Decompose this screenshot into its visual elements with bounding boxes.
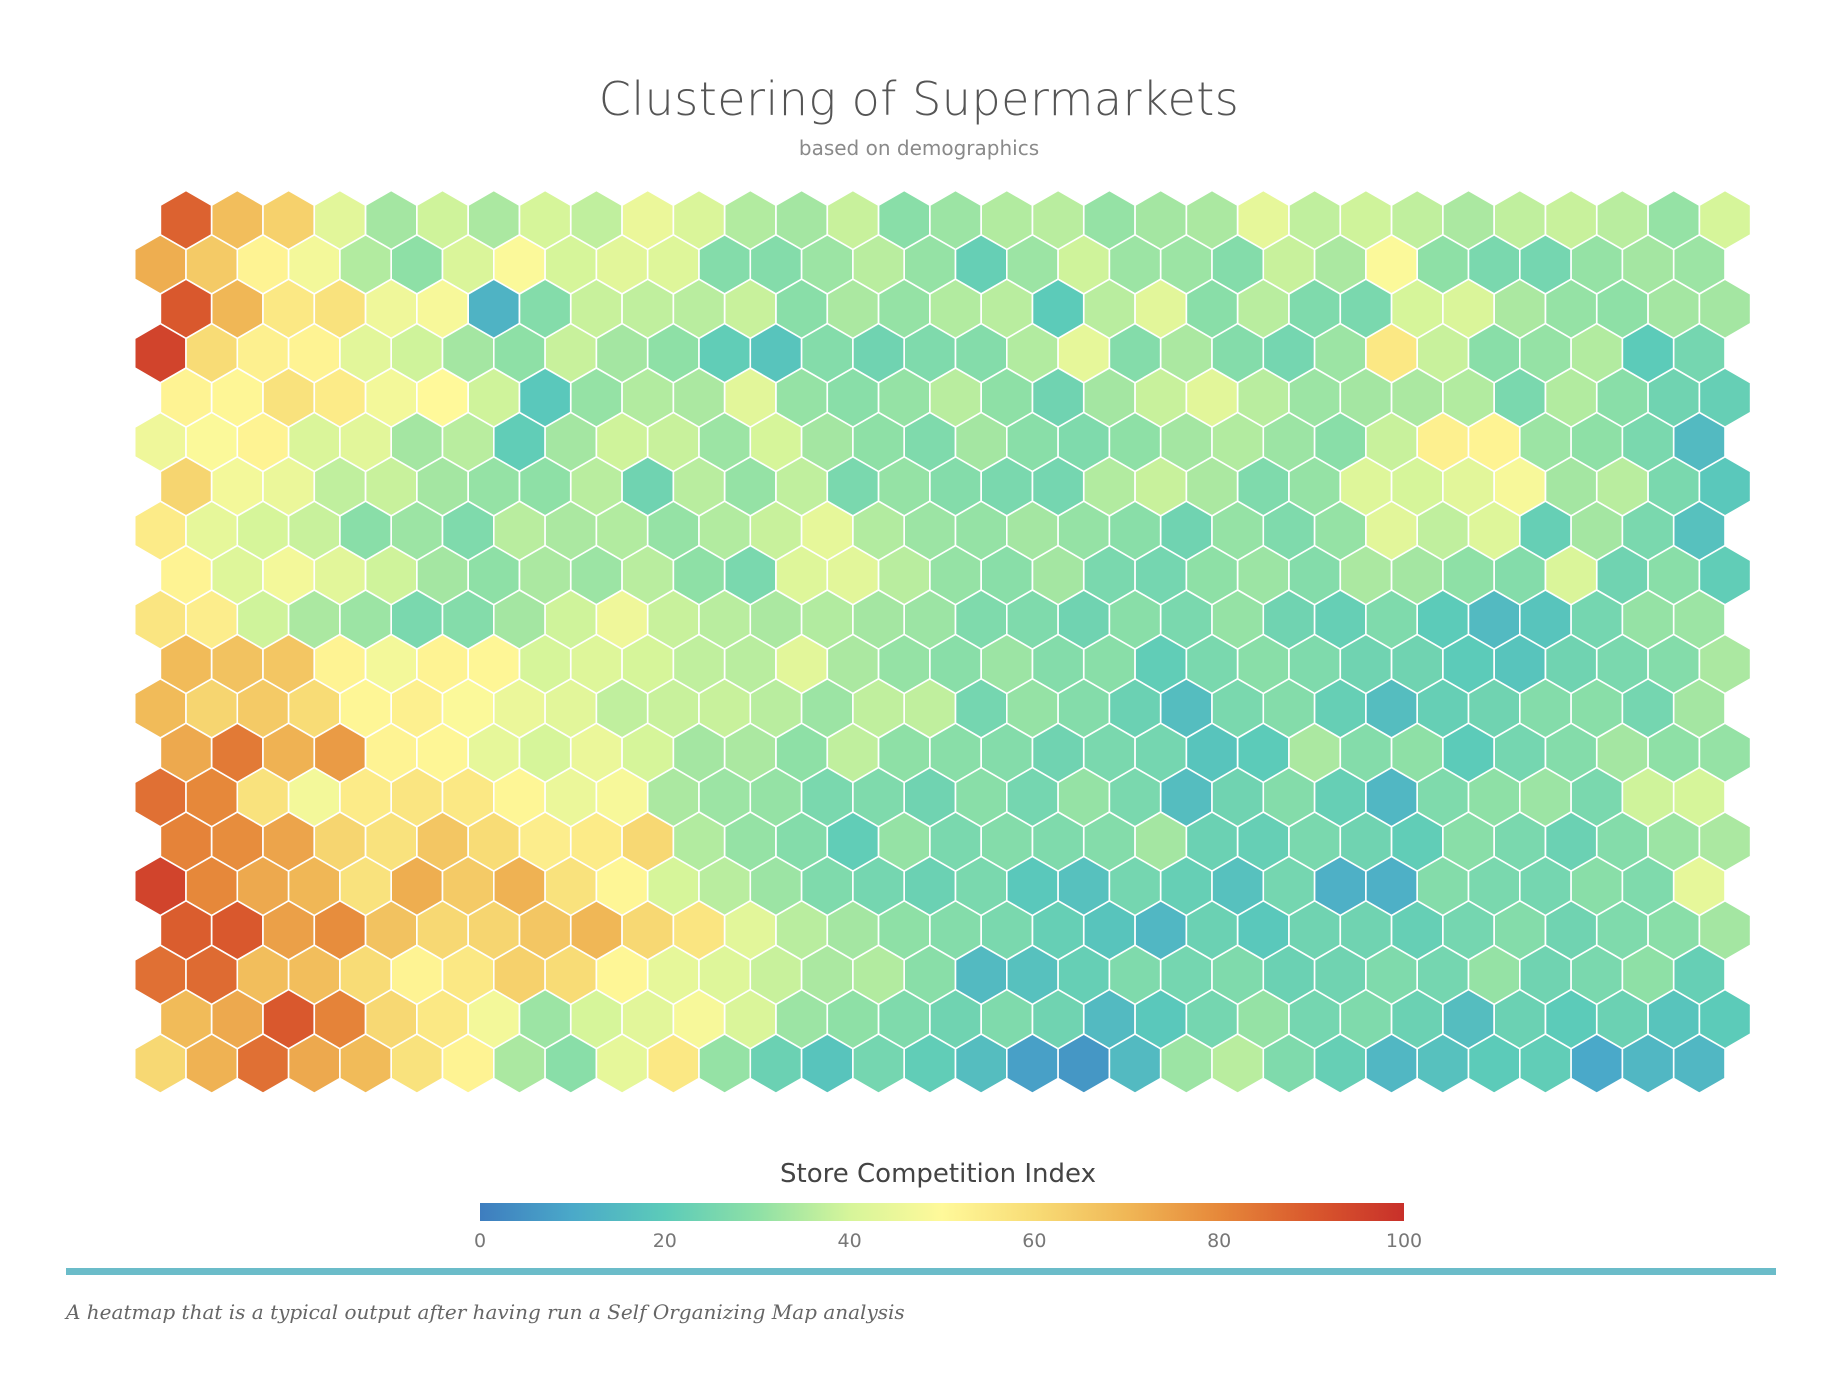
legend-title: Store Competition Index — [780, 1159, 1096, 1189]
chart-subtitle: based on demographics — [798, 136, 1040, 160]
legend-tick-label: 40 — [838, 1230, 862, 1252]
legend-color-bar — [480, 1203, 1404, 1221]
hex-cell — [1672, 1033, 1726, 1095]
legend-tick-label: 0 — [474, 1230, 486, 1252]
legend-tick-label: 80 — [1207, 1230, 1231, 1252]
chart-title: Clustering of Supermarkets — [598, 72, 1240, 126]
legend-tick-label: 20 — [653, 1230, 677, 1252]
legend-tick-label: 100 — [1386, 1230, 1422, 1252]
hexagon-heatmap — [133, 189, 1752, 1095]
legend-tick-label: 60 — [1022, 1230, 1046, 1252]
color-legend: Store Competition Index 0 20 40 60 80 100 — [474, 1159, 1422, 1252]
figure-caption: A heatmap that is a typical output after… — [66, 1300, 905, 1324]
divider — [66, 1268, 1776, 1275]
